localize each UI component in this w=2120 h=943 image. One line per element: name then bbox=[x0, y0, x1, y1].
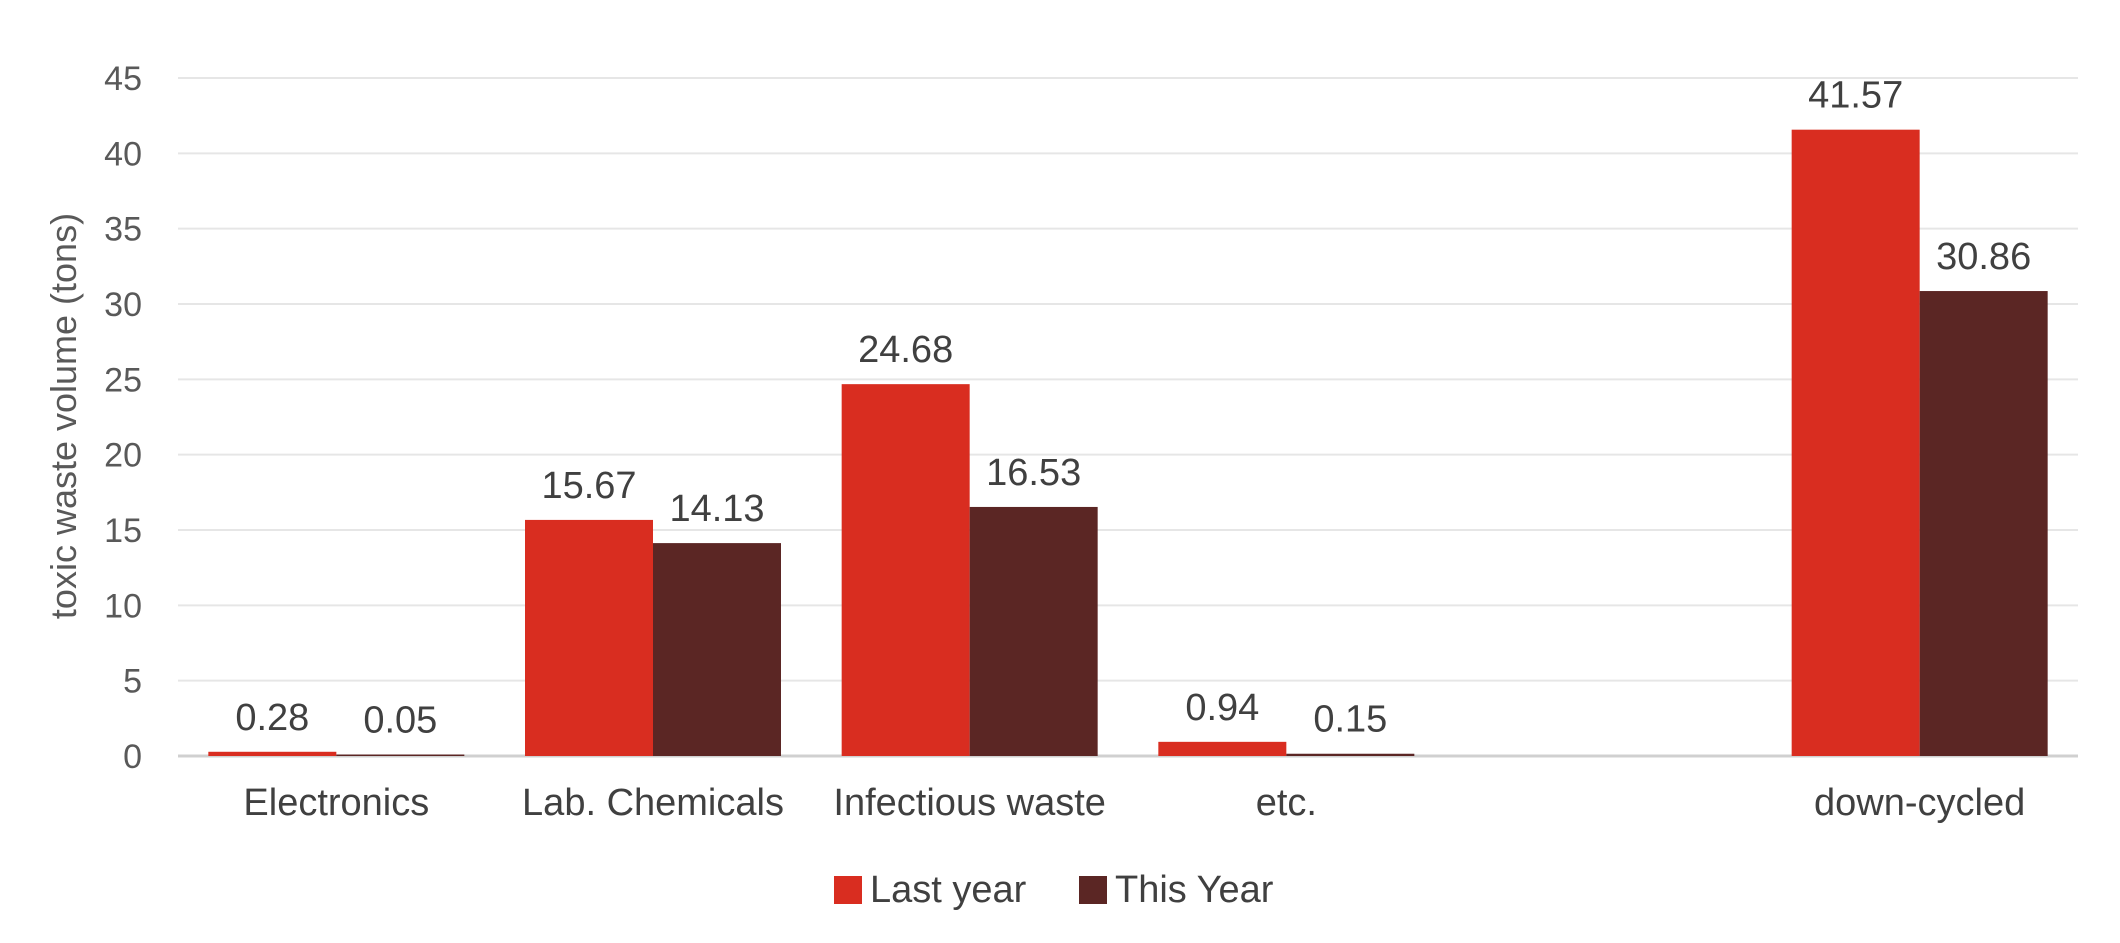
bar-this-year bbox=[969, 506, 1098, 756]
bar-this-year bbox=[336, 754, 465, 756]
data-label: 0.15 bbox=[1313, 699, 1387, 741]
y-tick-label: 0 bbox=[123, 738, 142, 776]
x-category-label: down-cycled bbox=[1814, 782, 2025, 824]
y-tick-label: 10 bbox=[104, 587, 142, 625]
data-label: 30.86 bbox=[1936, 236, 2031, 278]
data-label: 14.13 bbox=[669, 488, 764, 530]
data-label: 24.68 bbox=[858, 329, 953, 371]
bar-last-year bbox=[1791, 129, 1920, 757]
y-tick-label: 40 bbox=[104, 135, 142, 173]
y-axis-ticks: 0 5 10 15 20 25 30 35 40 45 bbox=[104, 60, 142, 776]
y-tick-label: 30 bbox=[104, 286, 142, 324]
x-axis-categories: Electronics Lab. Chemicals Infectious wast… bbox=[243, 782, 2025, 824]
bar-last-year bbox=[525, 519, 653, 756]
data-label: 41.57 bbox=[1808, 75, 1903, 117]
y-tick-label: 35 bbox=[104, 211, 142, 249]
data-label: 0.28 bbox=[235, 697, 309, 739]
data-label: 0.05 bbox=[363, 700, 437, 742]
bar-this-year bbox=[653, 543, 781, 756]
y-axis-title: toxic waste volume (tons) bbox=[43, 213, 84, 619]
data-label: 0.94 bbox=[1185, 687, 1259, 729]
legend: Last year This Year bbox=[834, 869, 1274, 911]
y-tick-label: 15 bbox=[104, 512, 142, 550]
bar-last-year bbox=[208, 751, 337, 756]
y-tick-label: 45 bbox=[104, 60, 142, 98]
y-tick-label: 25 bbox=[104, 361, 142, 399]
data-label: 16.53 bbox=[986, 452, 1081, 494]
bar-this-year bbox=[1919, 291, 2048, 756]
legend-swatch bbox=[834, 876, 862, 904]
legend-swatch bbox=[1079, 876, 1107, 904]
legend-label: This Year bbox=[1115, 869, 1274, 911]
x-category-label: Electronics bbox=[243, 782, 429, 824]
gridlines bbox=[178, 77, 2078, 758]
bar-this-year bbox=[1286, 753, 1415, 756]
y-tick-label: 5 bbox=[123, 663, 142, 701]
data-labels: 0.28 0.05 15.67 14.13 24.68 16.53 0.94 0.15 41.5… bbox=[235, 75, 2031, 742]
bar-last-year bbox=[1158, 741, 1287, 756]
bar-last-year bbox=[841, 384, 970, 756]
x-category-label: Lab. Chemicals bbox=[522, 782, 784, 824]
x-category-label: etc. bbox=[1256, 782, 1317, 824]
y-tick-label: 20 bbox=[104, 437, 142, 475]
bars bbox=[208, 129, 2048, 757]
legend-label: Last year bbox=[870, 869, 1027, 911]
data-label: 15.67 bbox=[541, 465, 636, 507]
x-category-label: Infectious waste bbox=[833, 782, 1105, 824]
